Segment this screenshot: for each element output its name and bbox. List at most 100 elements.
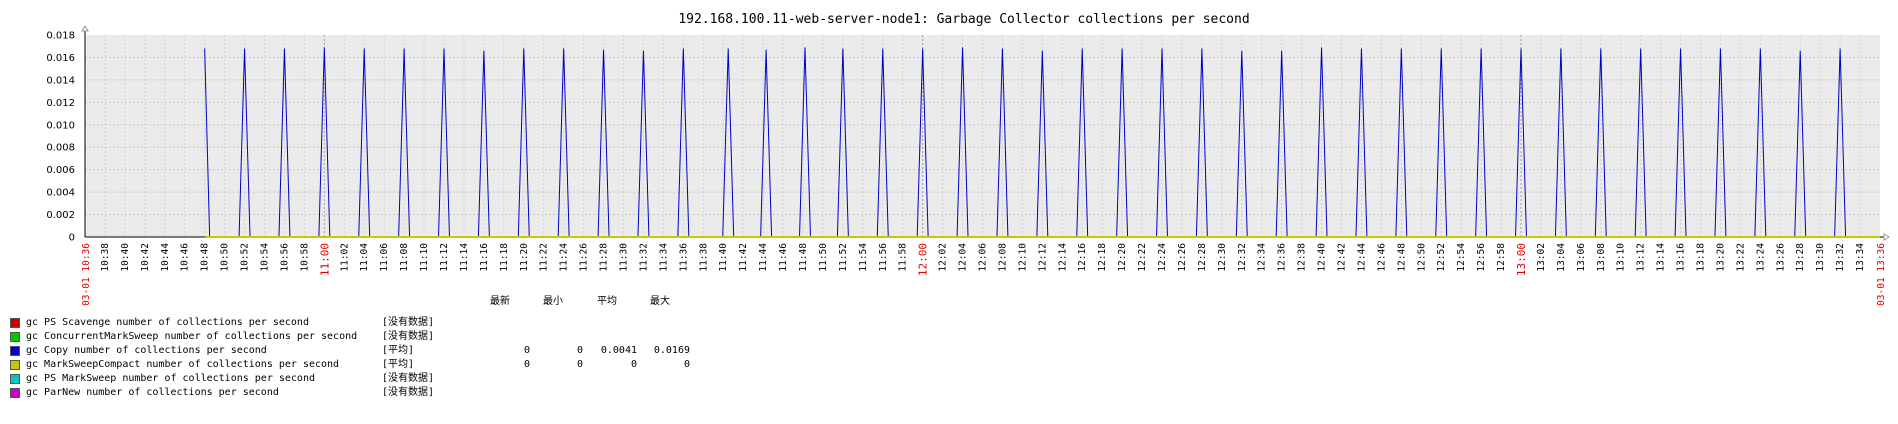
x-tick-label: 12:22 bbox=[1137, 243, 1148, 272]
x-tick-label: 13:22 bbox=[1735, 243, 1746, 272]
x-tick-label: 12:18 bbox=[1097, 243, 1108, 272]
y-tick-label: 0.008 bbox=[46, 143, 75, 154]
x-tick-label: 12:44 bbox=[1356, 243, 1367, 272]
legend-item-value: 0 bbox=[523, 359, 530, 370]
x-tick-label: 10:52 bbox=[240, 243, 251, 272]
x-tick-label: 10:46 bbox=[180, 243, 191, 272]
x-tick-label: 12:28 bbox=[1197, 243, 1208, 272]
x-tick-label: 12:34 bbox=[1257, 243, 1268, 272]
legend-swatch bbox=[10, 346, 20, 356]
x-tick-label: 10:50 bbox=[220, 243, 231, 272]
legend-item-name: gc MarkSweepCompact number of collection… bbox=[26, 359, 340, 370]
x-tick-label: 11:44 bbox=[758, 243, 769, 272]
legend-stat-header: 平均 bbox=[597, 296, 617, 307]
y-tick-label: 0.016 bbox=[46, 53, 75, 64]
x-tick-label: 13:04 bbox=[1556, 243, 1567, 272]
x-tick-label: 12:26 bbox=[1177, 243, 1188, 272]
x-tick-label: 11:36 bbox=[678, 243, 689, 272]
x-tick-label: 12:38 bbox=[1297, 243, 1308, 272]
legend-item-name: gc PS Scavenge number of collections per… bbox=[26, 317, 309, 328]
legend-swatch bbox=[10, 388, 20, 398]
x-tick-label: 12:02 bbox=[938, 243, 949, 272]
x-tick-label: 10:44 bbox=[160, 243, 171, 272]
x-tick-label: 10:56 bbox=[279, 243, 290, 272]
y-tick-label: 0.014 bbox=[46, 75, 75, 86]
x-tick-label: 12:48 bbox=[1396, 243, 1407, 272]
x-tick-label: 12:20 bbox=[1117, 243, 1128, 272]
x-tick-label: 12:06 bbox=[978, 243, 989, 272]
legend-swatch bbox=[10, 318, 20, 328]
x-tick-label: 13:34 bbox=[1855, 243, 1866, 272]
legend-swatch bbox=[10, 374, 20, 384]
x-tick-label: 12:50 bbox=[1416, 243, 1427, 272]
x-tick-label: 11:26 bbox=[579, 243, 590, 272]
x-tick-label: 13:10 bbox=[1616, 243, 1627, 272]
x-tick-label: 12:40 bbox=[1317, 243, 1328, 272]
x-tick-label: 11:40 bbox=[718, 243, 729, 272]
x-tick-label: 11:04 bbox=[359, 243, 370, 272]
legend-item-value: 0.0169 bbox=[653, 345, 690, 356]
legend-stat-header: 最小 bbox=[543, 296, 563, 307]
x-tick-label-major: 13:00 bbox=[1515, 243, 1528, 276]
x-tick-label: 12:12 bbox=[1037, 243, 1048, 272]
legend-item-name: gc ConcurrentMarkSweep number of collect… bbox=[26, 331, 358, 342]
x-tick-label: 12:08 bbox=[997, 243, 1008, 272]
x-tick-label: 10:58 bbox=[299, 243, 310, 272]
legend-stat-header: 最大 bbox=[650, 296, 670, 307]
y-tick-label: 0.018 bbox=[46, 31, 75, 42]
legend-item-value: 0 bbox=[630, 359, 637, 370]
x-tick-label: 11:08 bbox=[399, 243, 410, 272]
legend-item-name: gc PS MarkSweep number of collections pe… bbox=[26, 373, 315, 384]
x-tick-label: 11:54 bbox=[858, 243, 869, 272]
x-tick-label-major: 12:00 bbox=[917, 243, 930, 276]
x-tick-label: 11:46 bbox=[778, 243, 789, 272]
x-tick-label: 13:12 bbox=[1636, 243, 1647, 272]
x-tick-label-major: 11:00 bbox=[318, 243, 331, 276]
x-tick-label: 11:34 bbox=[658, 243, 669, 272]
x-tick-label: 11:12 bbox=[439, 243, 450, 272]
x-tick-label: 13:26 bbox=[1775, 243, 1786, 272]
x-end-label: 03-01 13:36 bbox=[1876, 243, 1887, 306]
x-tick-label: 11:52 bbox=[838, 243, 849, 272]
x-tick-label: 11:32 bbox=[638, 243, 649, 272]
x-tick-label: 11:02 bbox=[339, 243, 350, 272]
x-tick-label: 13:08 bbox=[1596, 243, 1607, 272]
legend-item-function: [没有数据] bbox=[382, 373, 435, 384]
x-tick-label: 11:18 bbox=[499, 243, 510, 272]
x-tick-label: 11:38 bbox=[698, 243, 709, 272]
legend-item-function: [没有数据] bbox=[382, 317, 435, 328]
legend-stat-header: 最新 bbox=[490, 296, 510, 307]
x-tick-label: 11:56 bbox=[878, 243, 889, 272]
y-tick-label: 0.012 bbox=[46, 98, 75, 109]
x-tick-label: 11:14 bbox=[459, 243, 470, 272]
series-line-gc-copy bbox=[204, 47, 1880, 238]
x-tick-label: 13:20 bbox=[1715, 243, 1726, 272]
y-axis-arrow bbox=[81, 25, 89, 32]
legend-swatch bbox=[10, 360, 20, 370]
x-tick-label: 12:52 bbox=[1436, 243, 1447, 272]
y-tick-label: 0 bbox=[69, 233, 75, 244]
legend-item-value: 0 bbox=[683, 359, 690, 370]
y-tick-label: 0.002 bbox=[46, 210, 75, 221]
legend-item-value: 0 bbox=[523, 345, 530, 356]
y-tick-label: 0.004 bbox=[46, 188, 75, 199]
x-tick-label: 11:10 bbox=[419, 243, 430, 272]
x-tick-label: 12:56 bbox=[1476, 243, 1487, 272]
plot-area: 0.018 0.016 0.014 0.012 0.010 0.008 0.006 0.004… bbox=[46, 25, 1890, 306]
legend-item-name: gc ParNew number of collections per seco… bbox=[26, 387, 279, 398]
x-tick-label: 11:28 bbox=[599, 243, 610, 272]
x-tick-label: 12:10 bbox=[1017, 243, 1028, 272]
x-tick-label: 10:40 bbox=[120, 243, 131, 272]
x-tick-label: 13:14 bbox=[1656, 243, 1667, 272]
x-tick-label: 13:28 bbox=[1795, 243, 1806, 272]
x-tick-label: 12:32 bbox=[1237, 243, 1248, 272]
x-tick-label: 11:50 bbox=[818, 243, 829, 272]
legend-item-function: [平均] bbox=[382, 345, 415, 356]
x-tick-label: 10:48 bbox=[200, 243, 211, 272]
x-tick-label: 11:48 bbox=[798, 243, 809, 272]
x-tick-label: 12:54 bbox=[1456, 243, 1467, 272]
x-axis-arrow bbox=[1883, 233, 1890, 241]
x-tick-label: 13:24 bbox=[1755, 243, 1766, 272]
x-start-label: 03-01 10:36 bbox=[81, 243, 92, 306]
